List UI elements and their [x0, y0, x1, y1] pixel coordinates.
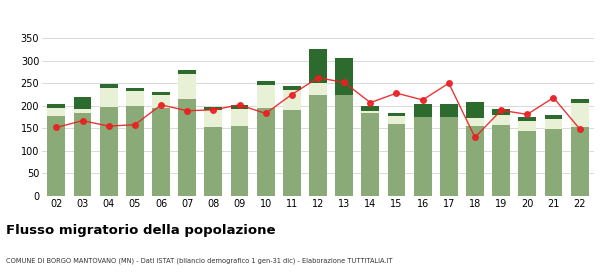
Bar [283, 110, 301, 196]
Bar [492, 109, 510, 115]
Bar [361, 111, 379, 113]
Bar [100, 88, 118, 107]
Bar [257, 108, 275, 196]
Bar [100, 84, 118, 88]
Bar [518, 130, 536, 196]
Bar [571, 103, 589, 127]
Bar [466, 102, 484, 118]
Bar [518, 117, 536, 121]
Bar [466, 118, 484, 126]
Bar [388, 113, 406, 116]
Bar [205, 107, 222, 110]
Bar [74, 109, 91, 113]
Bar [126, 106, 144, 196]
Bar [47, 116, 65, 196]
Bar [545, 115, 562, 119]
Bar [492, 125, 510, 196]
Bar [440, 104, 458, 117]
Bar [230, 109, 248, 126]
Bar [178, 74, 196, 99]
Bar [309, 83, 327, 95]
Bar [178, 70, 196, 74]
Bar [74, 113, 91, 196]
Text: COMUNE DI BORGO MANTOVANO (MN) - Dati ISTAT (bilancio demografico 1 gen-31 dic) : COMUNE DI BORGO MANTOVANO (MN) - Dati IS… [6, 258, 392, 264]
Bar [335, 95, 353, 196]
Bar [47, 104, 65, 108]
Bar [230, 105, 248, 109]
Bar [440, 117, 458, 196]
Bar [178, 99, 196, 196]
Bar [283, 90, 301, 110]
Text: Flusso migratorio della popolazione: Flusso migratorio della popolazione [6, 224, 275, 237]
Bar [152, 108, 170, 196]
Bar [152, 92, 170, 95]
Bar [257, 85, 275, 108]
Bar [230, 126, 248, 196]
Bar [414, 104, 431, 117]
Bar [361, 113, 379, 196]
Bar [466, 126, 484, 196]
Bar [126, 88, 144, 91]
Bar [545, 119, 562, 129]
Bar [545, 129, 562, 196]
Bar [283, 86, 301, 90]
Bar [74, 97, 91, 109]
Bar [361, 106, 379, 111]
Bar [492, 115, 510, 125]
Bar [309, 95, 327, 196]
Bar [335, 59, 353, 95]
Bar [388, 116, 406, 124]
Bar [414, 117, 431, 196]
Bar [47, 108, 65, 116]
Bar [571, 127, 589, 196]
Bar [518, 121, 536, 130]
Bar [309, 49, 327, 83]
Bar [205, 110, 222, 127]
Bar [100, 107, 118, 196]
Bar [152, 95, 170, 108]
Bar [126, 91, 144, 106]
Bar [205, 127, 222, 196]
Bar [571, 99, 589, 103]
Bar [257, 81, 275, 85]
Bar [388, 124, 406, 196]
